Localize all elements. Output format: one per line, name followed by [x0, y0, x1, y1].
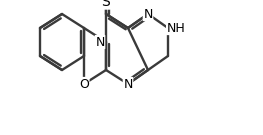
Text: O: O [79, 77, 89, 90]
Text: S: S [102, 0, 110, 9]
Text: N: N [143, 8, 153, 21]
Text: NH: NH [167, 21, 185, 35]
Text: N: N [123, 77, 133, 90]
Text: N: N [95, 36, 105, 48]
